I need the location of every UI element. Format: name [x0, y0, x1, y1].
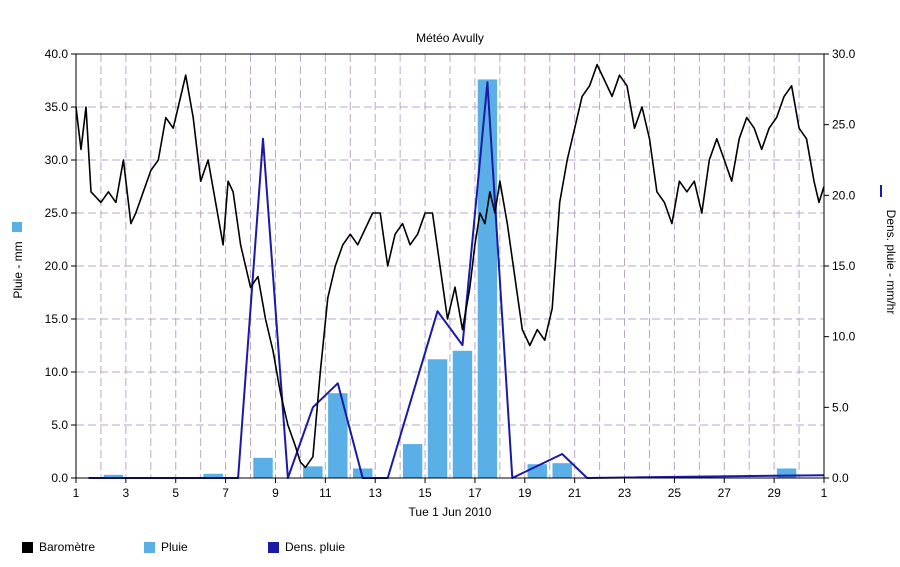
y-right-tick-label: 5.0 — [832, 400, 849, 414]
x-tick-label: 3 — [123, 486, 130, 500]
y-right-tick-label: 30.0 — [832, 47, 856, 61]
x-tick-label: 1 — [73, 486, 80, 500]
bar-pluie — [402, 444, 423, 478]
bar-pluie — [253, 457, 273, 478]
bar-pluie — [427, 359, 448, 478]
y-right-tick-label: 10.0 — [832, 330, 856, 344]
y-right-axis-ticks: 0.0 5.0 10.0 15.0 20.0 25.0 30.0 — [824, 47, 856, 485]
y-right-axis-label: Dens. pluie - mm/hr — [884, 210, 898, 315]
legend-item-pluie: Pluie — [144, 540, 268, 554]
y-left-tick-label: 40.0 — [45, 47, 69, 61]
x-tick-label: 1 — [821, 486, 828, 500]
y-left-tick-label: 10.0 — [45, 365, 69, 379]
x-tick-label: 7 — [222, 486, 229, 500]
legend-label-barometre: Baromètre — [39, 540, 96, 554]
legend-item-barometre: Baromètre — [22, 540, 144, 554]
rain-bars — [103, 79, 797, 478]
y-left-tick-label: 15.0 — [45, 312, 69, 326]
bar-pluie — [353, 468, 373, 478]
y-left-tick-label: 30.0 — [45, 153, 69, 167]
x-tick-label: 27 — [718, 486, 732, 500]
bar-pluie — [103, 474, 124, 478]
x-tick-label: 23 — [618, 486, 632, 500]
x-tick-label: 9 — [272, 486, 279, 500]
y-left-tick-label: 20.0 — [45, 259, 69, 273]
legend-item-dens-pluie: Dens. pluie — [268, 540, 345, 554]
bar-pluie — [552, 463, 572, 478]
x-tick-label: 21 — [568, 486, 582, 500]
x-tick-label: 11 — [319, 486, 332, 500]
bar-pluie — [477, 79, 498, 478]
x-tick-label: 29 — [767, 486, 781, 500]
x-tick-label: 5 — [172, 486, 179, 500]
y-left-axis-swatch — [12, 222, 22, 232]
bar-pluie — [776, 468, 797, 478]
bar-pluie — [303, 466, 323, 478]
y-left-tick-label: 5.0 — [51, 418, 68, 432]
x-tick-label: 17 — [468, 486, 482, 500]
x-tick-label: 13 — [369, 486, 383, 500]
x-axis-label: Tue 1 Jun 2010 — [409, 505, 492, 519]
y-left-tick-label: 0.0 — [51, 471, 68, 485]
bar-pluie — [203, 473, 223, 478]
legend-swatch-dens-pluie — [268, 541, 279, 553]
x-axis-ticks: 1 3 5 7 9 11 13 15 17 19 21 23 25 27 29 1 — [73, 478, 828, 500]
chart-title: Météo Avully — [416, 31, 484, 45]
x-tick-label: 25 — [668, 486, 682, 500]
y-right-tick-label: 25.0 — [832, 118, 856, 132]
x-tick-label: 15 — [418, 486, 432, 500]
legend-swatch-pluie — [144, 541, 155, 553]
bar-pluie — [452, 350, 473, 478]
y-right-tick-label: 0.0 — [832, 471, 849, 485]
x-tick-label: 19 — [518, 486, 532, 500]
legend: Baromètre Pluie Dens. pluie — [22, 540, 345, 554]
line-barometre — [75, 63, 825, 469]
bar-pluie — [328, 393, 348, 478]
legend-label-dens-pluie: Dens. pluie — [285, 540, 346, 554]
grid — [76, 54, 824, 478]
y-left-axis-ticks: 0.0 5.0 10.0 15.0 20.0 25.0 30.0 35.0 40.0 — [45, 47, 76, 485]
y-right-tick-label: 15.0 — [832, 259, 856, 273]
y-left-tick-label: 35.0 — [45, 100, 69, 114]
legend-swatch-barometre — [22, 541, 33, 553]
y-right-tick-label: 20.0 — [832, 188, 856, 202]
y-left-tick-label: 25.0 — [45, 206, 69, 220]
y-left-axis-label: Pluie - mm — [11, 241, 25, 298]
legend-label-pluie: Pluie — [161, 540, 188, 554]
